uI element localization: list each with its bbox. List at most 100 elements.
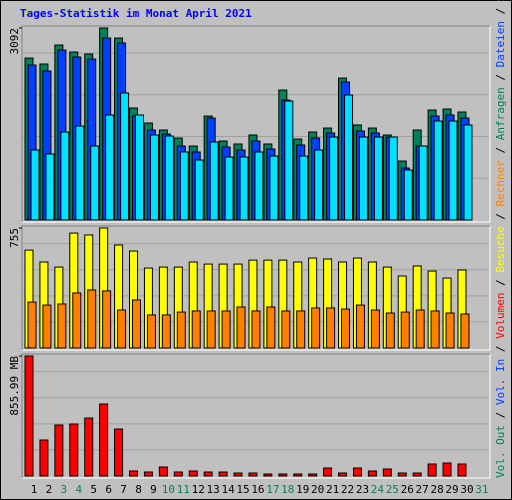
bar (296, 310, 306, 349)
bar (132, 299, 142, 349)
x-tick-label: 25 (386, 483, 399, 496)
bar (239, 156, 249, 221)
x-tick-label: 10 (162, 483, 175, 496)
bar (143, 471, 153, 477)
x-tick-label: 5 (90, 483, 97, 496)
x-tick-label: 18 (281, 483, 294, 496)
bar (326, 307, 336, 349)
bar (266, 306, 276, 349)
x-tick-label: 2 (46, 483, 53, 496)
bar (278, 473, 288, 477)
bar (433, 120, 443, 221)
x-tick-label: 15 (236, 483, 249, 496)
x-tick-label: 3 (61, 483, 68, 496)
x-tick-label: 7 (120, 483, 127, 496)
bar (54, 424, 64, 477)
bar (146, 314, 156, 349)
bar (427, 463, 437, 477)
bar (400, 311, 410, 349)
bar (352, 467, 362, 477)
bar (99, 403, 109, 477)
x-tick-label: 20 (311, 483, 324, 496)
x-tick-label: 21 (326, 483, 339, 496)
bar (341, 308, 351, 349)
chart-title: Tages-Statistik im Monat April 2021 (20, 7, 252, 20)
bar (418, 145, 428, 221)
bar (135, 114, 145, 221)
bar (191, 310, 201, 349)
panel-shadow (21, 25, 490, 222)
bar (370, 309, 380, 349)
y-tick-label: 3092 (8, 28, 21, 55)
x-tick-label: 29 (445, 483, 458, 496)
bar (385, 312, 395, 349)
legend-entry: Besuche (494, 226, 507, 272)
bar (188, 470, 198, 477)
bar (30, 149, 40, 221)
legend-entry: Vol. Out (494, 425, 507, 478)
bar (293, 473, 303, 477)
x-tick-label: 9 (150, 483, 157, 496)
legend-entry: Anfragen (494, 87, 507, 140)
bar (236, 306, 246, 349)
bar (355, 304, 365, 349)
bar (75, 125, 85, 221)
x-tick-label: 22 (341, 483, 354, 496)
bar (445, 312, 455, 349)
bar (388, 136, 398, 221)
bar (90, 145, 100, 221)
x-tick-label: 12 (192, 483, 205, 496)
bar (39, 439, 49, 477)
bar (117, 309, 127, 349)
x-tick-label: 31 (475, 483, 488, 496)
bar (164, 135, 174, 221)
legend-entry: Vol. In (494, 359, 507, 405)
bar (233, 472, 243, 477)
bar (179, 151, 189, 221)
bar (442, 462, 452, 477)
legend-separator: / (494, 206, 507, 226)
bar (284, 100, 294, 221)
bar (373, 136, 383, 221)
bar (281, 310, 291, 349)
bar (221, 310, 231, 349)
bar (84, 417, 94, 477)
x-tick-label: 11 (177, 483, 190, 496)
legend: Vol. Out / Vol. In / Volumen / Besuche /… (494, 0, 507, 478)
bar (308, 473, 318, 477)
bar (158, 466, 168, 477)
bar (412, 472, 422, 477)
bar (358, 136, 368, 221)
bar (403, 169, 413, 221)
x-tick-label: 4 (75, 483, 82, 496)
bar (367, 470, 377, 477)
x-tick-label: 1 (31, 483, 38, 496)
bar (397, 472, 407, 477)
legend-entry: Seiten (494, 0, 507, 1)
bar (129, 470, 139, 477)
x-tick-label: 13 (207, 483, 220, 496)
x-tick-label: 26 (401, 483, 414, 496)
bar (463, 124, 473, 221)
legend-separator: / (494, 67, 507, 87)
x-tick-label: 16 (251, 483, 264, 496)
bar (460, 313, 470, 349)
bar (338, 472, 348, 477)
bar (149, 134, 159, 221)
bar (314, 149, 324, 221)
bar (27, 301, 37, 349)
bar (194, 159, 204, 221)
x-tick-label: 19 (296, 483, 309, 496)
bar (448, 120, 458, 221)
x-tick-label: 30 (460, 483, 473, 496)
bar (218, 471, 228, 477)
legend-entry: Rechner (494, 160, 507, 207)
bar (311, 307, 321, 349)
bar (344, 94, 354, 221)
bar (60, 131, 70, 221)
legend-separator: / (494, 405, 507, 425)
bar (457, 463, 467, 477)
bar (263, 473, 273, 477)
x-tick-label: 27 (416, 483, 429, 496)
